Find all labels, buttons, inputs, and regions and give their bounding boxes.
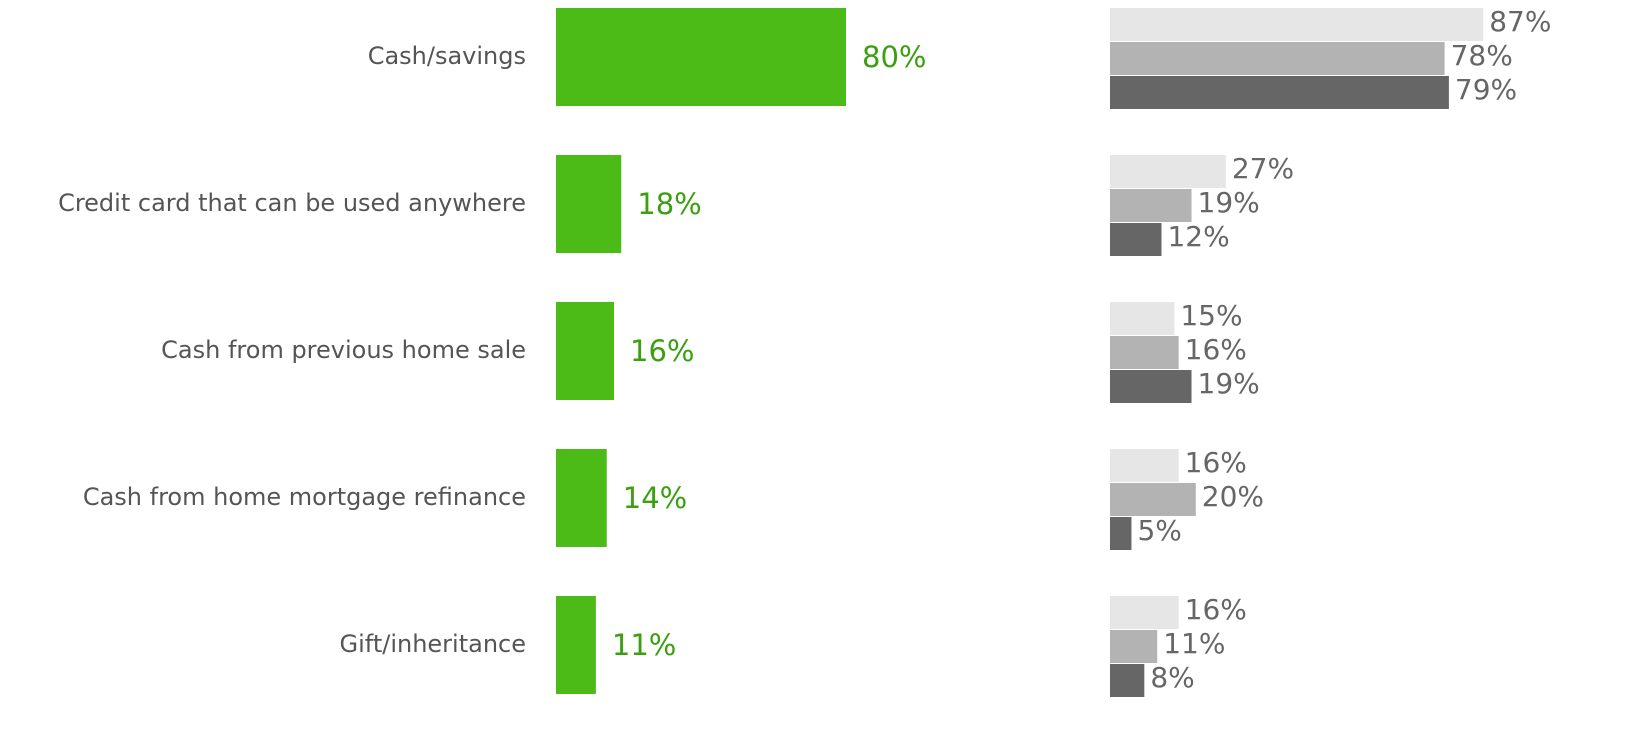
- bar: [1110, 223, 1162, 256]
- value-label: 18%: [637, 187, 701, 221]
- value-label: 80%: [862, 40, 926, 74]
- value-label: 15%: [1180, 299, 1242, 332]
- bar: [1110, 449, 1179, 482]
- bar: [556, 596, 596, 694]
- value-label: 16%: [1185, 333, 1247, 366]
- bar: [1110, 42, 1445, 75]
- value-label: 16%: [1185, 446, 1247, 479]
- bar: [1110, 483, 1196, 516]
- category-label: Cash from previous home sale: [161, 336, 526, 364]
- value-label: 19%: [1198, 367, 1260, 400]
- value-label: 20%: [1202, 480, 1264, 513]
- value-label: 14%: [623, 481, 687, 515]
- bar: [1110, 596, 1179, 629]
- value-label: 12%: [1167, 220, 1229, 253]
- category-label: Gift/inheritance: [340, 630, 526, 658]
- value-label: 79%: [1455, 73, 1517, 106]
- bar: [1110, 664, 1145, 697]
- bar: [1110, 336, 1179, 369]
- bar: [1110, 8, 1484, 41]
- bar: [1110, 76, 1449, 109]
- bar: [1110, 517, 1132, 550]
- value-label: 16%: [630, 334, 694, 368]
- category-label: Cash from home mortgage refinance: [83, 483, 526, 511]
- value-label: 87%: [1489, 5, 1551, 38]
- value-label: 78%: [1451, 39, 1513, 72]
- bar: [556, 8, 846, 106]
- category-label: Credit card that can be used anywhere: [58, 189, 526, 217]
- value-label: 19%: [1198, 186, 1260, 219]
- value-label: 16%: [1185, 593, 1247, 626]
- bar: [1110, 189, 1192, 222]
- bar: [1110, 630, 1158, 663]
- bar: [1110, 155, 1226, 188]
- value-label: 11%: [1163, 627, 1225, 660]
- bar: [1110, 370, 1192, 403]
- value-label: 5%: [1137, 514, 1181, 547]
- bar: [1110, 302, 1175, 335]
- value-label: 27%: [1232, 152, 1294, 185]
- bar: [556, 302, 614, 400]
- value-label: 11%: [612, 628, 676, 662]
- value-label: 8%: [1150, 661, 1194, 694]
- bar: [556, 449, 607, 547]
- category-label: Cash/savings: [368, 42, 526, 70]
- bar: [556, 155, 622, 253]
